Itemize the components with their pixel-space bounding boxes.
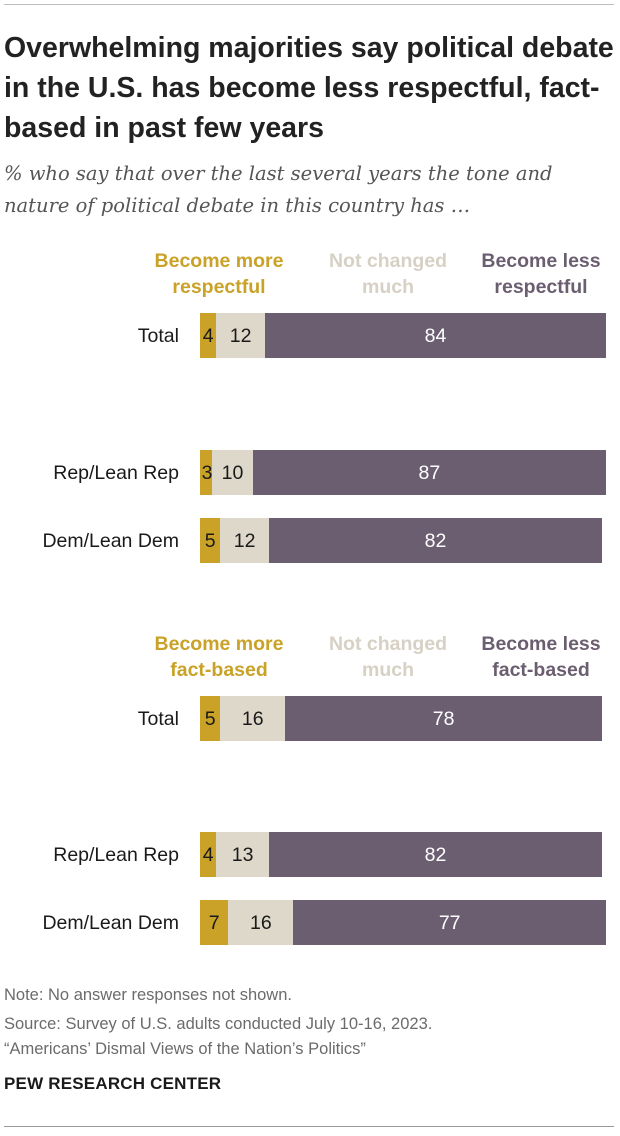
- bottom-rule: [4, 1126, 614, 1127]
- legend-entry: Not changed much: [328, 633, 448, 681]
- data-label: 12: [229, 324, 252, 347]
- chart-subtitle: % who say that over the last several yea…: [4, 162, 553, 217]
- legend-entry: Become more respectful: [154, 250, 284, 298]
- data-label: 13: [231, 843, 254, 866]
- data-label: 82: [424, 529, 447, 552]
- data-label: 7: [208, 911, 220, 934]
- bar-segment: [264, 313, 606, 358]
- bar-segment: [220, 518, 270, 563]
- legend-entry: Become more fact-based: [154, 633, 284, 681]
- category-label: Total: [137, 324, 179, 347]
- category-label: Dem/Lean Dem: [42, 911, 179, 934]
- category-label: Rep/Lean Rep: [53, 843, 179, 866]
- bar-segment: [293, 900, 606, 945]
- bar-segment: [200, 518, 221, 563]
- data-label: 78: [432, 707, 455, 730]
- data-label: 4: [202, 843, 214, 866]
- pew-logo-text: PEW RESEARCH CENTER: [4, 1074, 222, 1093]
- bar-segment: [212, 450, 253, 495]
- data-label: 77: [438, 911, 461, 934]
- data-label: 12: [233, 529, 256, 552]
- data-label: 16: [250, 911, 272, 934]
- category-label: Rep/Lean Rep: [53, 461, 179, 484]
- bar-segment: [269, 518, 602, 563]
- bar-segment: [200, 832, 217, 877]
- data-label: 84: [424, 324, 447, 347]
- legend-entry: Become less fact-based: [481, 633, 601, 681]
- footer-note: Note: No answer responses not shown.: [4, 986, 292, 1004]
- bar-segment: [200, 696, 221, 741]
- data-label: 5: [204, 529, 216, 552]
- footer-source: Source: Survey of U.S. adults conducted …: [4, 1015, 433, 1033]
- bar-segment: [285, 696, 602, 741]
- bar-segment: [252, 450, 606, 495]
- bar-segment: [269, 832, 602, 877]
- footer-report-title: “Americans’ Dismal Views of the Nation’s…: [4, 1040, 366, 1058]
- bar-segment: [200, 313, 217, 358]
- chart-title: Overwhelming majorities say political de…: [4, 32, 614, 144]
- category-label: Total: [137, 707, 179, 730]
- data-label: 82: [424, 843, 447, 866]
- data-label: 3: [201, 461, 213, 484]
- bar-segment: [228, 900, 294, 945]
- legend-entry: Become less respectful: [481, 250, 601, 298]
- bar-segment: [200, 450, 213, 495]
- data-label: 87: [418, 461, 441, 484]
- bar-segment: [200, 900, 229, 945]
- data-label: 16: [241, 707, 264, 730]
- data-label: 5: [204, 707, 216, 730]
- legend-entry: Not changed much: [328, 250, 448, 298]
- category-label: Dem/Lean Dem: [42, 529, 179, 552]
- top-rule: [4, 4, 614, 5]
- bar-segment: [220, 696, 286, 741]
- data-label: 10: [221, 461, 244, 484]
- bar-segment: [216, 832, 269, 877]
- bar-segment: [216, 313, 265, 358]
- data-label: 4: [202, 324, 214, 347]
